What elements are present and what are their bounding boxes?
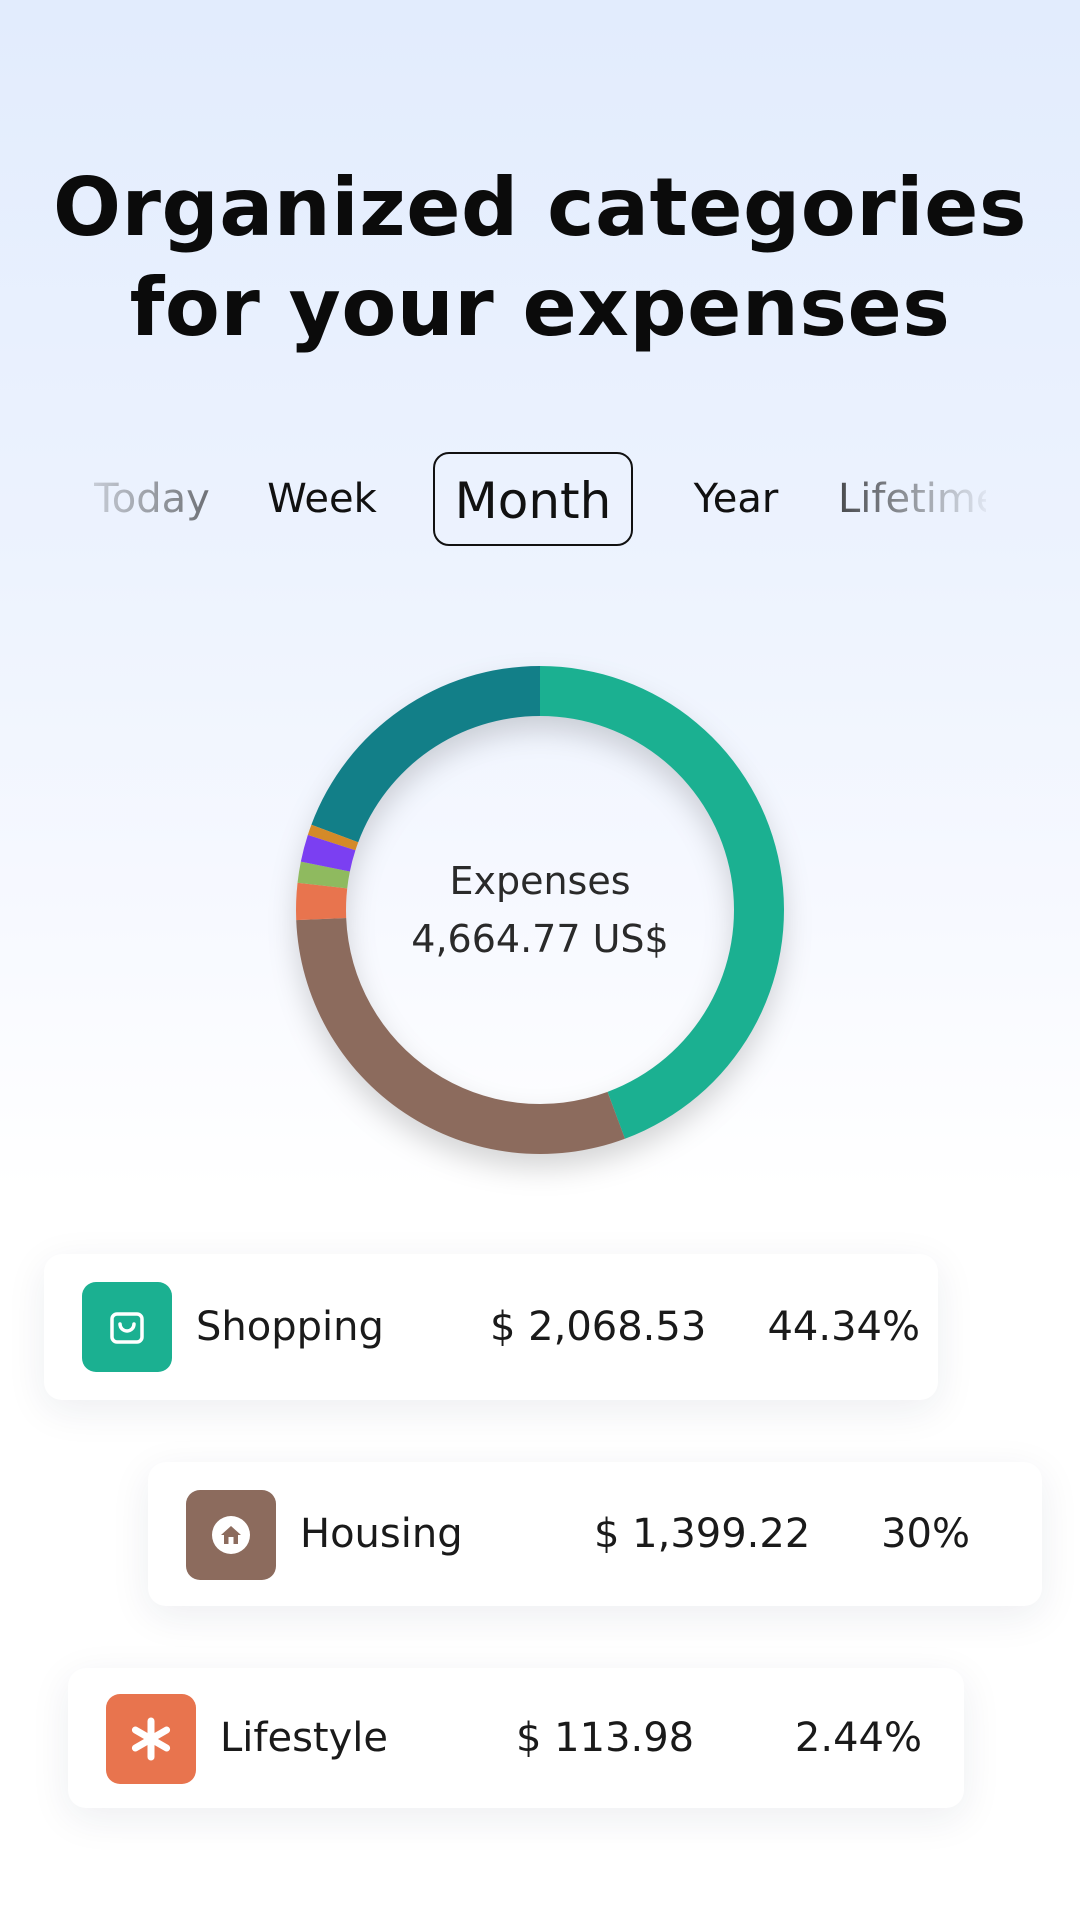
donut-slice-shopping (540, 666, 784, 1139)
category-icon-tile (106, 1694, 196, 1784)
shopping-bag-icon (110, 1312, 144, 1344)
tab-today[interactable]: Today (94, 476, 210, 522)
category-percent: 44.34% (767, 1304, 920, 1350)
category-card-shopping[interactable]: Shopping $ 2,068.53 44.34% (44, 1254, 938, 1400)
period-tabs: Today Week Month Year Lifetime (0, 452, 1080, 548)
category-amount: $ 1,399.22 (594, 1511, 811, 1557)
category-percent: 2.44% (794, 1715, 922, 1761)
donut-slice-other (311, 666, 540, 843)
category-name: Shopping (196, 1304, 384, 1350)
donut-slice-minor-5 (307, 824, 359, 851)
headline: Organized categories for your expenses (0, 158, 1080, 358)
asterisk-icon (131, 1717, 171, 1761)
category-name: Lifestyle (220, 1715, 389, 1761)
donut-center: Expenses 4,664.77 US$ (290, 660, 790, 1160)
donut-svg (296, 666, 784, 1154)
headline-line-2: for your expenses (129, 261, 951, 354)
category-amount: $ 113.98 (516, 1715, 695, 1761)
expenses-donut-chart: Expenses 4,664.77 US$ (290, 660, 790, 1160)
tab-lifetime[interactable]: Lifetime (838, 476, 986, 522)
donut-slice-housing (296, 918, 625, 1154)
donut-slice-lifestyle (296, 882, 348, 921)
category-icon-tile (82, 1282, 172, 1372)
category-card-housing[interactable]: Housing $ 1,399.22 30% (148, 1462, 1042, 1606)
tab-year[interactable]: Year (693, 476, 779, 522)
expenses-label: Expenses (449, 859, 631, 903)
headline-line-1: Organized categories (53, 161, 1027, 254)
tab-month[interactable]: Month (433, 452, 633, 546)
expenses-total: 4,664.77 US$ (411, 917, 669, 961)
category-card-lifestyle[interactable]: Lifestyle $ 113.98 2.44% (68, 1668, 964, 1808)
category-name: Housing (300, 1511, 463, 1557)
category-percent: 30% (881, 1511, 970, 1557)
house-icon (212, 1516, 250, 1554)
tab-week[interactable]: Week (267, 476, 377, 522)
donut-slice-minor-3 (297, 861, 350, 889)
category-icon-tile (186, 1490, 276, 1580)
category-amount: $ 2,068.53 (490, 1304, 707, 1350)
donut-slice-minor-4 (300, 834, 356, 872)
